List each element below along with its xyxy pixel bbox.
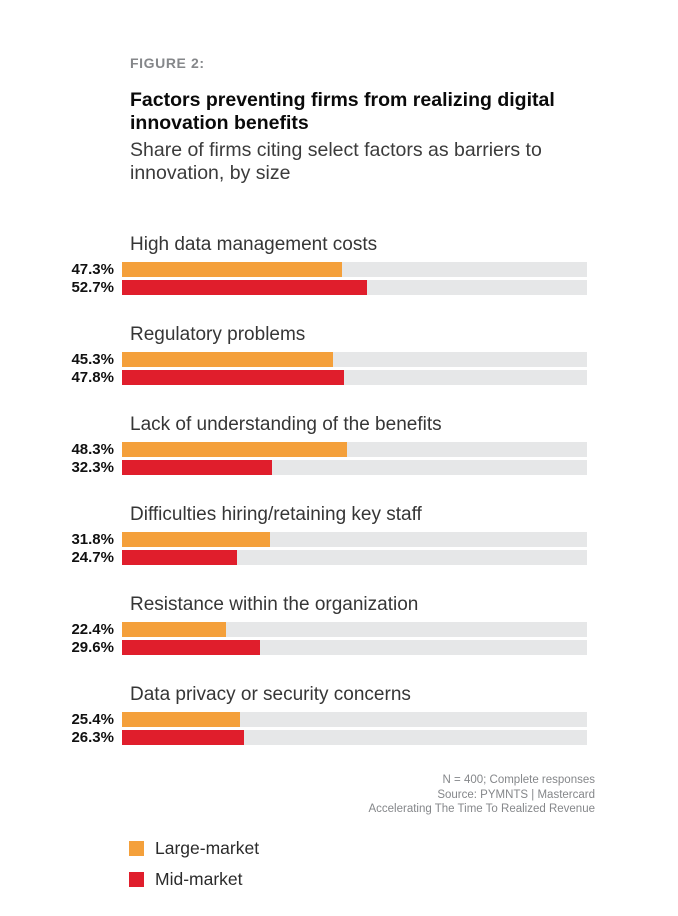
bar-value-label: 48.3% [71,441,114,458]
legend-label: Large-market [155,838,260,858]
bar-track [122,262,587,277]
chart-group: Difficulties hiring/retaining key staff … [52,503,595,565]
bar-value-label: 25.4% [71,711,114,728]
category-label: Lack of understanding of the benefits [130,414,442,435]
category-label: Resistance within the organization [130,594,419,615]
bar-fill [122,730,245,745]
legend-swatch-icon [129,872,144,887]
bar-row: 45.3% [52,352,595,367]
bar-row: 32.3% [52,460,595,475]
bar-value-label: 32.3% [71,459,114,476]
bar-track [122,640,587,655]
bar-track [122,712,587,727]
bar-row: 29.6% [52,640,595,655]
bar-row: 52.7% [52,280,595,295]
chart-groups: High data management costs 47.3% 52.7% R… [52,233,595,745]
category-label: Data privacy or security concerns [130,684,411,705]
chart-group: Regulatory problems 45.3% 47.8% [52,323,595,385]
bar-value-label: 45.3% [71,351,114,368]
legend-item: Large-market [129,838,595,859]
chart-legend: Large-market Mid-market [129,838,595,890]
bar-fill [122,532,270,547]
bar-value-label: 47.3% [71,261,114,278]
figure-container: FIGURE 2: Factors preventing firms from … [52,55,595,901]
bar-track [122,622,587,637]
chart-group: Lack of understanding of the benefits 48… [52,413,595,475]
bar-fill [122,460,273,475]
bar-row: 31.8% [52,532,595,547]
bar-value-label: 22.4% [71,621,114,638]
bar-track [122,352,587,367]
bar-track [122,370,587,385]
bar-value-label: 47.8% [71,369,114,386]
footnote-source: Source: PYMNTS | Mastercard [437,788,595,801]
bar-fill [122,622,227,637]
category-label: Regulatory problems [130,324,306,345]
bar-row: 22.4% [52,622,595,637]
bar-fill [122,550,237,565]
bar-fill [122,712,241,727]
chart-group: Resistance within the organization 22.4%… [52,593,595,655]
bar-track [122,280,587,295]
bar-value-label: 31.8% [71,531,114,548]
bar-value-label: 52.7% [71,279,114,296]
category-label: Difficulties hiring/retaining key staff [130,504,422,525]
bar-fill [122,262,342,277]
bar-track [122,460,587,475]
bar-value-label: 24.7% [71,549,114,566]
chart-subtitle: Share of firms citing select factors as … [130,139,542,184]
chart-group: High data management costs 47.3% 52.7% [52,233,595,295]
bar-row: 25.4% [52,712,595,727]
bar-row: 47.8% [52,370,595,385]
bar-row: 24.7% [52,550,595,565]
chart-title: Factors preventing firms from realizing … [130,89,555,134]
bar-value-label: 26.3% [71,729,114,746]
bar-fill [122,370,345,385]
legend-label: Mid-market [155,869,243,889]
bar-row: 26.3% [52,730,595,745]
footnotes: N = 400; Complete responses Source: PYMN… [52,773,595,817]
bar-track [122,532,587,547]
legend-item: Mid-market [129,869,595,890]
chart-group: Data privacy or security concerns 25.4% … [52,683,595,745]
bar-fill [122,442,347,457]
bar-row: 47.3% [52,262,595,277]
category-label: High data management costs [130,234,378,255]
bar-fill [122,640,260,655]
bar-track [122,550,587,565]
bar-fill [122,280,368,295]
bar-fill [122,352,333,367]
bar-track [122,442,587,457]
bar-value-label: 29.6% [71,639,114,656]
footnote-sample: N = 400; Complete responses [442,774,595,786]
bar-track [122,730,587,745]
footnote-report-title: Accelerating The Time To Realized Revenu… [368,803,595,815]
figure-label: FIGURE 2: [130,55,205,71]
bar-row: 48.3% [52,442,595,457]
legend-swatch-icon [129,841,144,856]
